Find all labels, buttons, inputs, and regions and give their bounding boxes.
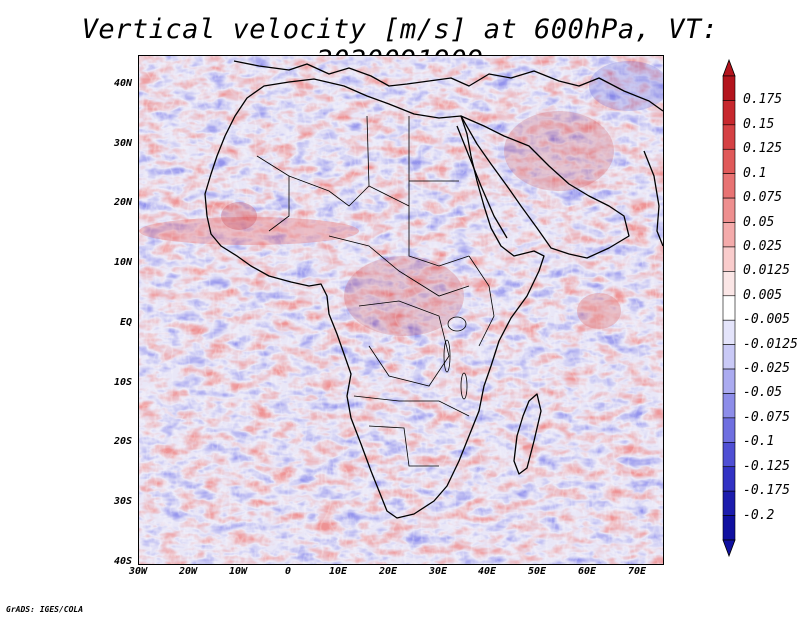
india-coastline xyxy=(643,150,663,247)
y-tick-label: 10S xyxy=(113,377,132,388)
x-tick-label: 20W xyxy=(178,566,198,577)
x-tick-label: 40E xyxy=(477,566,497,577)
arabia-coastline xyxy=(460,115,630,259)
border-chad-sudan xyxy=(408,206,470,267)
y-tick-label: EQ xyxy=(119,317,132,328)
colorbar-tick-label: -0.175 xyxy=(743,483,790,499)
border-east-africa xyxy=(468,255,495,347)
colorbar-tick-label: 0.1 xyxy=(743,165,767,181)
colorbar-bin xyxy=(722,124,736,150)
convection-west-africa xyxy=(221,202,257,230)
colorbar-tick-label: 0.175 xyxy=(743,92,783,108)
x-tick-label: 50E xyxy=(527,566,547,577)
colorbar-bin xyxy=(722,197,736,223)
convection-indian-ocean xyxy=(577,293,621,329)
colorbar-bin xyxy=(722,344,736,370)
y-tick-label: 30S xyxy=(113,496,132,507)
y-tick-label: 30N xyxy=(113,138,132,149)
credit-text: GrADS: IGES/COLA xyxy=(6,605,84,614)
itcz-band-west xyxy=(139,217,359,245)
lake-tanganyika xyxy=(443,339,451,373)
x-tick-label: 70E xyxy=(627,566,647,577)
madagascar-coastline xyxy=(513,393,542,475)
y-tick-label: 20S xyxy=(113,436,132,447)
velocity-field-map xyxy=(139,56,663,564)
red-sea-coastline xyxy=(456,125,508,239)
x-tick-label: 10W xyxy=(228,566,248,577)
colorbar-tick-label: 0.05 xyxy=(743,214,775,230)
convection-central-africa xyxy=(344,256,464,336)
x-tick-label: 30E xyxy=(428,566,448,577)
colorbar-bin xyxy=(722,75,736,101)
colorbar-tick-label: -0.125 xyxy=(743,458,790,474)
colorbar-tick-label: -0.2 xyxy=(743,507,775,523)
colorbar-tick-label: -0.025 xyxy=(743,361,790,377)
border-namibia-botswana xyxy=(368,425,439,467)
y-tick-label: 10N xyxy=(113,257,132,268)
colorbar-bin xyxy=(722,368,736,394)
field-streak-layer xyxy=(139,56,663,564)
colorbar-bin xyxy=(722,271,736,297)
colorbar-tick-label: 0.15 xyxy=(743,116,775,132)
colorbar-tick-label: 0.125 xyxy=(743,141,783,157)
colorbar-bin xyxy=(722,466,736,492)
y-tick-label: 40S xyxy=(113,556,132,567)
border-central xyxy=(328,235,470,297)
colorbar-bin xyxy=(722,173,736,199)
subsidence-central-asia xyxy=(589,61,663,111)
x-tick-label: 30W xyxy=(128,566,148,577)
colorbar-bin xyxy=(722,148,736,174)
africa-coastline xyxy=(204,78,545,519)
colorbar xyxy=(722,58,736,558)
colorbar-bin xyxy=(722,319,736,345)
colorbar-bin xyxy=(722,246,736,272)
colorbar-tick-label: 0.075 xyxy=(743,190,783,206)
colorbar-bin xyxy=(722,490,736,516)
border-mali-niger xyxy=(288,175,370,207)
colorbar-tick-label: -0.05 xyxy=(743,385,783,401)
colorbar-bin xyxy=(722,393,736,419)
map-plot-area xyxy=(138,55,664,565)
border-southern xyxy=(353,395,470,417)
convection-iran xyxy=(504,111,614,191)
y-tick-label: 20N xyxy=(113,197,132,208)
x-tick-label: 60E xyxy=(577,566,597,577)
colorbar-bottom-arrow xyxy=(722,539,736,558)
colorbar-bin xyxy=(722,442,736,468)
border-libya-egypt xyxy=(366,115,410,207)
x-tick-label: 20E xyxy=(378,566,398,577)
lake-malawi xyxy=(460,372,468,400)
colorbar-bin xyxy=(722,515,736,541)
europe-coastline xyxy=(233,60,663,112)
colorbar-tick-label: 0.025 xyxy=(743,238,783,254)
border-drc xyxy=(358,300,450,387)
colorbar-bin xyxy=(722,100,736,126)
lakes xyxy=(443,316,468,400)
colorbar-bin xyxy=(722,295,736,321)
colorbar-tick-label: 0.0125 xyxy=(743,263,790,279)
x-tick-label: 10E xyxy=(328,566,348,577)
colorbar-tick-label: -0.1 xyxy=(743,434,775,450)
y-tick-label: 40N xyxy=(113,78,132,89)
colorbar-tick-label: -0.005 xyxy=(743,312,790,328)
colorbar-tick-label: 0.005 xyxy=(743,287,783,303)
country-borders xyxy=(256,115,495,467)
border-sahara-west xyxy=(256,155,290,232)
colorbar-bin xyxy=(722,222,736,248)
x-tick-label: 0 xyxy=(284,566,292,577)
colorbar-top-arrow xyxy=(722,58,736,77)
colorbar-tick-label: -0.075 xyxy=(743,409,790,425)
colorbar-tick-label: -0.0125 xyxy=(743,336,798,352)
coastlines xyxy=(204,60,663,519)
colorbar-bin xyxy=(722,417,736,443)
lake-victoria xyxy=(447,316,467,332)
